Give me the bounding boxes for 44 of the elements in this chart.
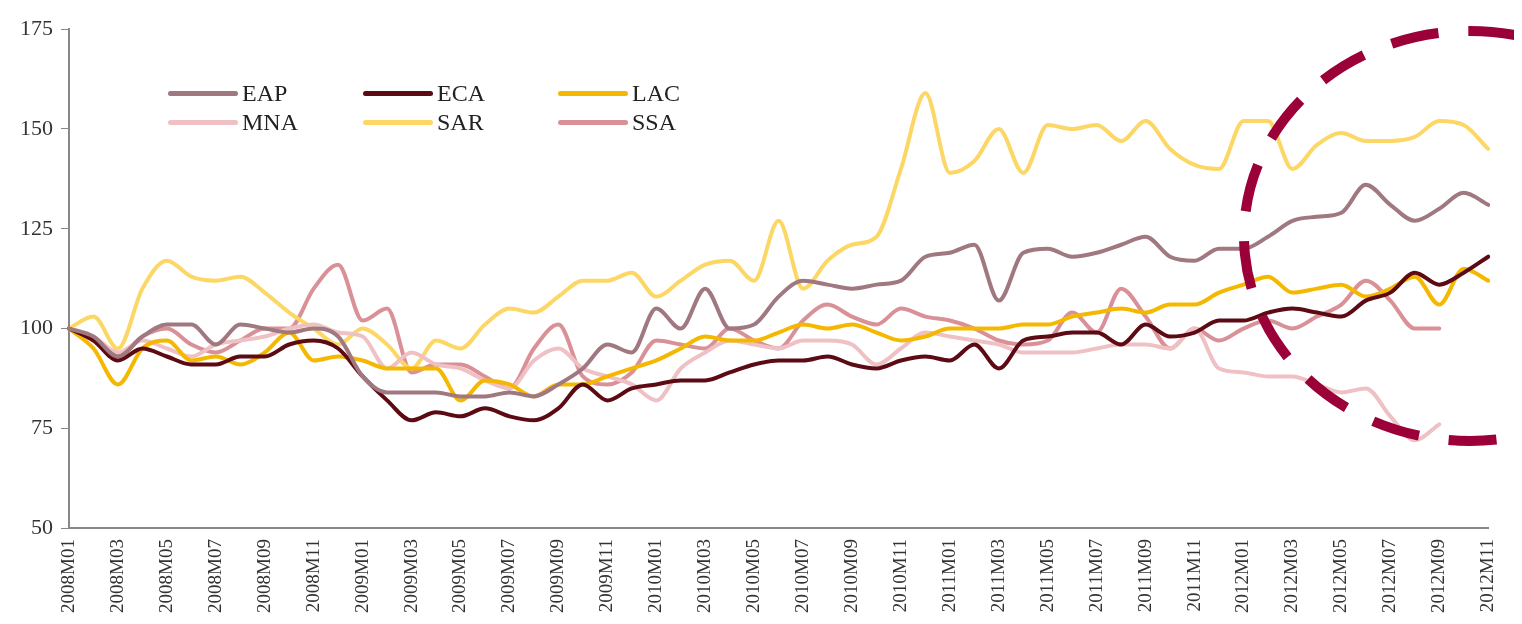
x-tick-label: 2008M11: [301, 539, 323, 613]
legend-label: MNA: [242, 109, 299, 136]
legend-label: ECA: [437, 80, 485, 107]
x-tick-label: 2011M01: [937, 539, 959, 613]
legend-label: LAC: [632, 80, 680, 107]
x-tick-label: 2012M07: [1378, 539, 1400, 614]
x-tick-label: 2009M09: [546, 539, 568, 614]
x-tick-label: 2009M07: [497, 539, 519, 614]
x-tick-label: 2010M09: [839, 539, 861, 614]
x-tick-label: 2008M09: [252, 539, 274, 614]
x-tick-label: 2012M09: [1427, 539, 1449, 614]
x-tick-label: 2010M01: [644, 539, 666, 614]
y-tick-label: 125: [20, 214, 53, 240]
x-tick-label: 2011M07: [1084, 539, 1106, 613]
x-tick-label: 2011M03: [986, 539, 1008, 613]
x-tick-label: 2012M05: [1329, 539, 1351, 614]
legend-label: EAP: [242, 80, 288, 107]
x-tick-label: 2011M05: [1035, 539, 1057, 613]
x-tick-label: 2009M01: [350, 539, 372, 614]
x-tick-label: 2009M05: [448, 539, 470, 614]
x-tick-label: 2010M03: [693, 539, 715, 614]
x-tick-label: 2008M07: [203, 539, 225, 614]
x-tick-label: 2009M03: [399, 539, 421, 614]
y-tick-label: 75: [31, 414, 53, 440]
line-series: [67, 182, 1491, 399]
legend-label: SAR: [437, 109, 484, 136]
x-tick-label: 2009M11: [595, 539, 617, 613]
x-tick-label: 2008M05: [154, 539, 176, 614]
y-tick-label: 100: [20, 314, 53, 340]
line-series: [67, 254, 1491, 423]
x-tick-label: 2011M09: [1133, 539, 1155, 613]
legend-label: SSA: [632, 109, 677, 136]
y-tick-label: 150: [20, 114, 53, 140]
x-tick-label: 2011M11: [1182, 539, 1204, 612]
y-tick-label: 175: [20, 14, 53, 40]
x-tick-label: 2010M07: [791, 539, 813, 614]
x-tick-label: 2010M05: [742, 539, 764, 614]
x-tick-label: 2012M01: [1231, 539, 1253, 614]
x-tick-label: 2012M11: [1476, 539, 1498, 613]
x-tick-label: 2010M11: [888, 539, 910, 613]
y-tick-label: 50: [31, 513, 53, 539]
x-tick-label: 2008M01: [56, 539, 78, 614]
x-tick-label: 2008M03: [105, 539, 127, 614]
x-tick-label: 2012M03: [1280, 539, 1302, 614]
